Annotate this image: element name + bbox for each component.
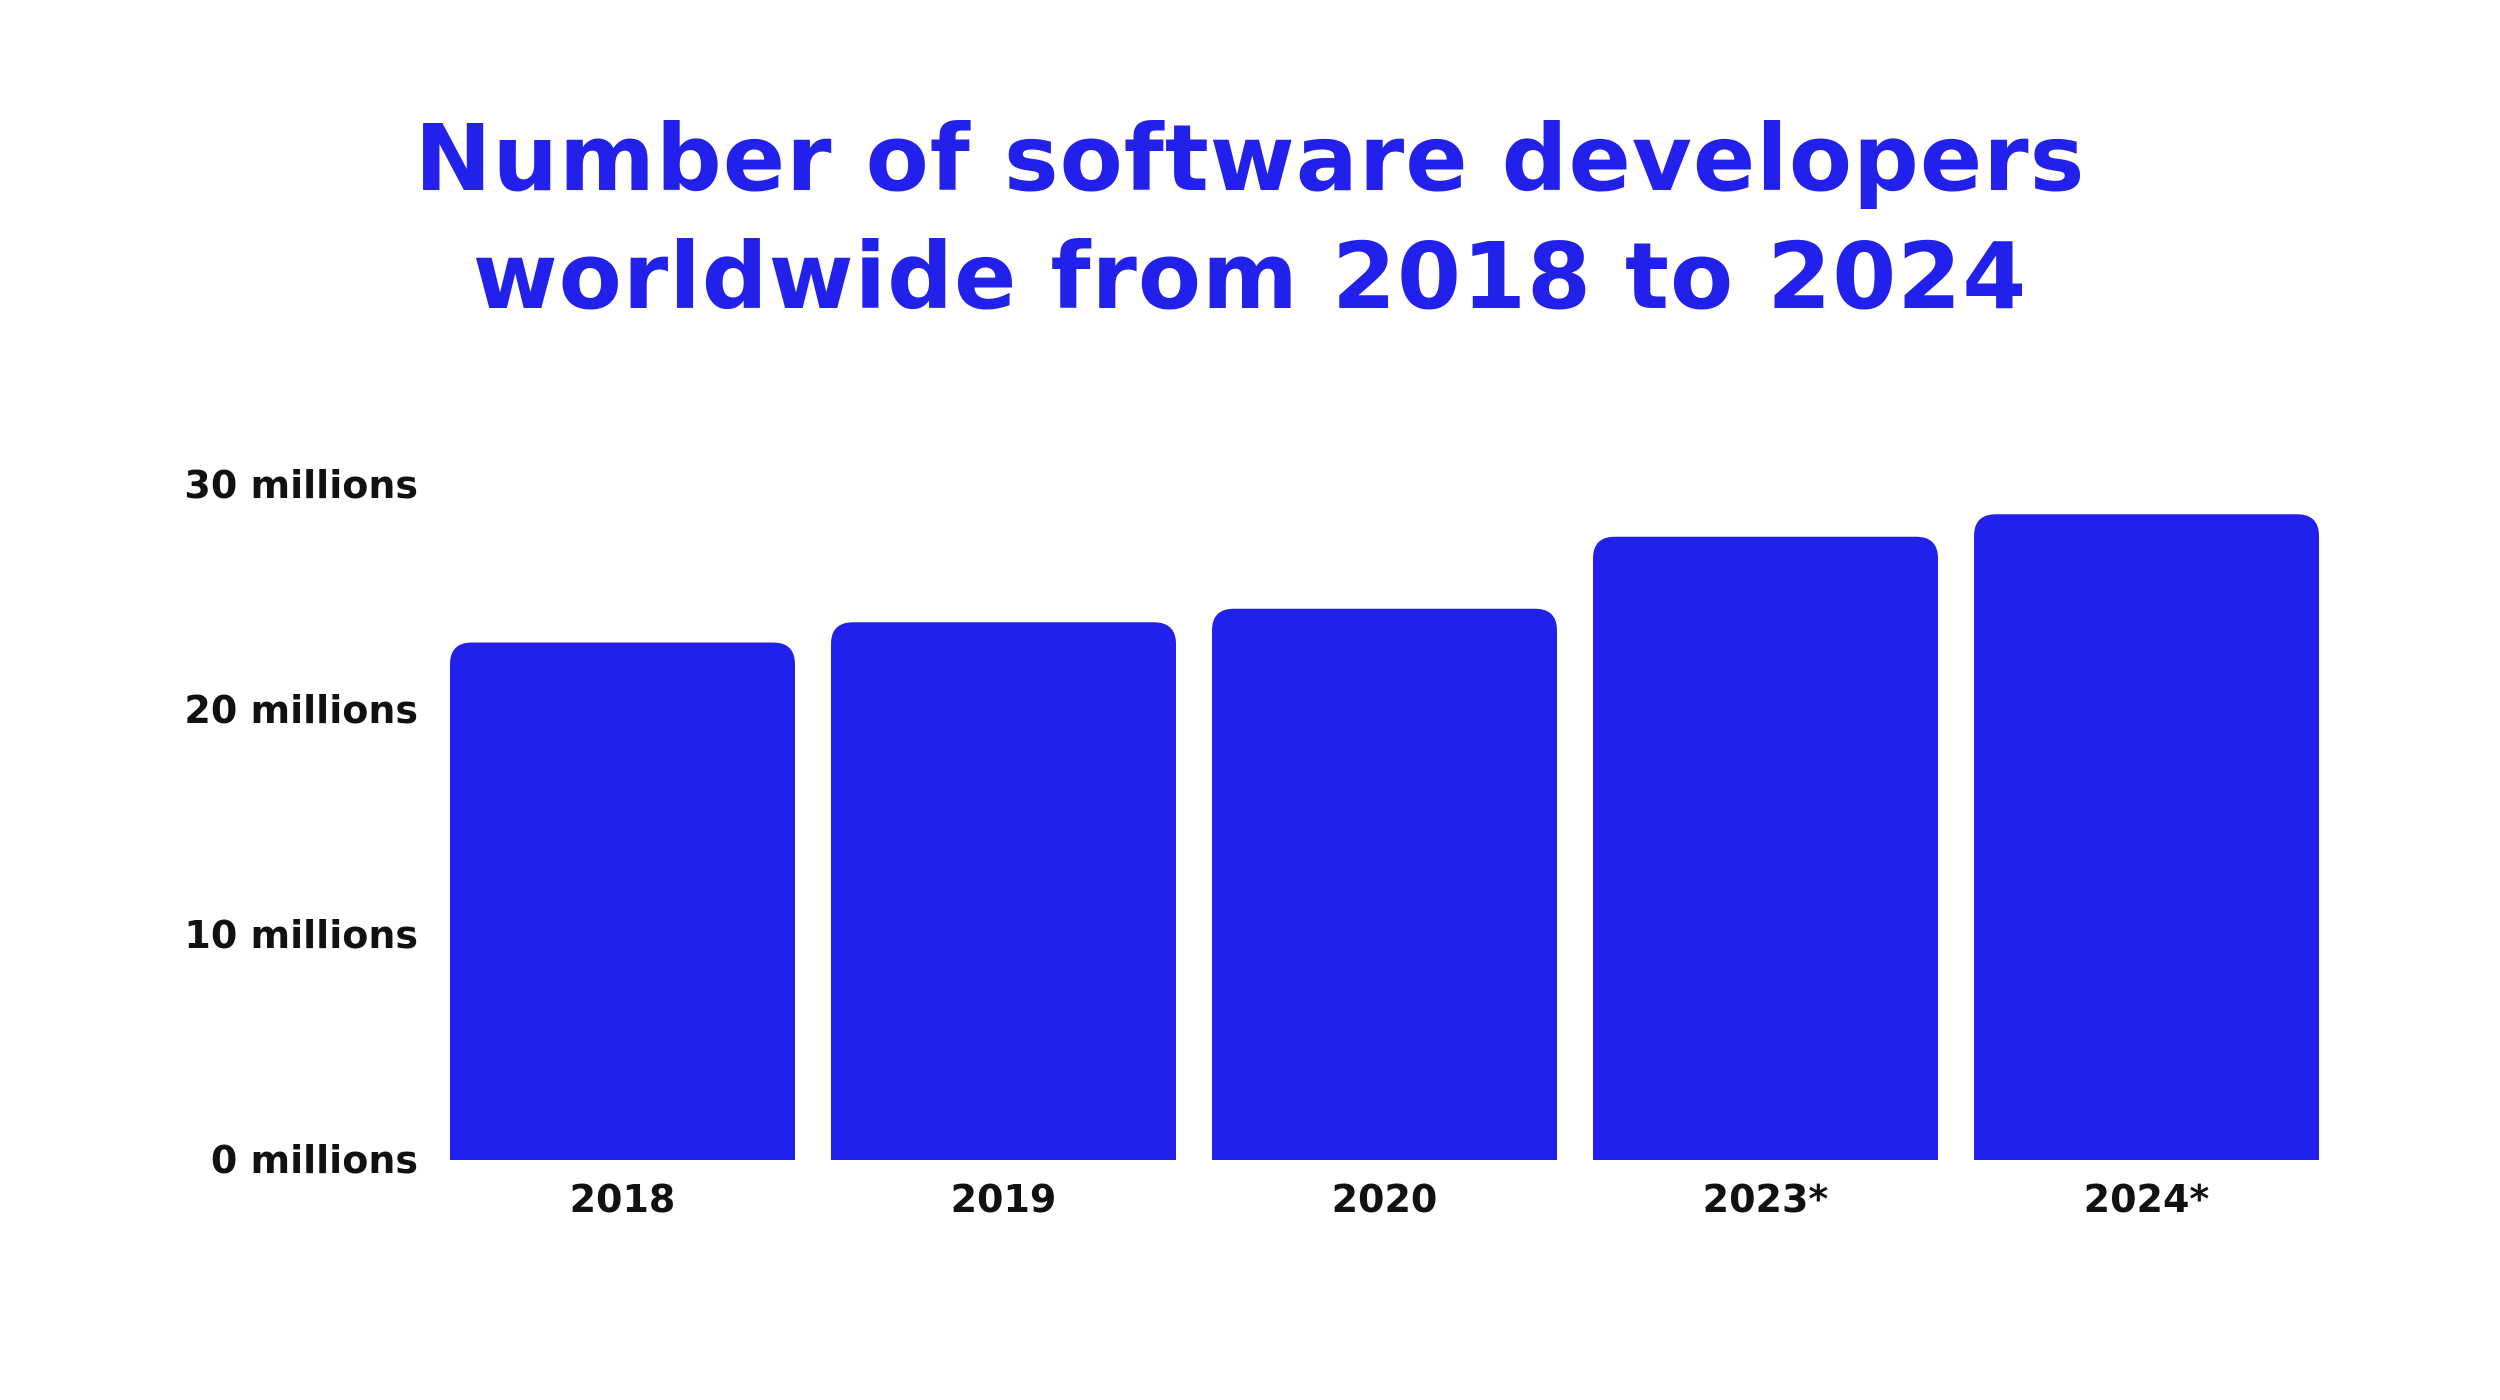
y-tick-label-3: 30 millions <box>184 463 418 507</box>
chart-title-line-2: worldwide from 2018 to 2024 <box>472 223 2028 330</box>
bar-2 <box>1212 608 1557 1160</box>
x-tick-label-2: 2020 <box>1332 1177 1438 1221</box>
y-tick-label-2: 20 millions <box>184 688 418 732</box>
bar-1 <box>831 622 1176 1160</box>
x-tick-label-3: 2023* <box>1703 1177 1829 1221</box>
y-axis-labels: 0 millions 10 millions 20 millions 30 milli… <box>184 463 418 1182</box>
y-tick-label-1: 10 millions <box>184 913 418 957</box>
x-tick-label-1: 2019 <box>951 1177 1057 1221</box>
chart-title-line-1: Number of software developers <box>414 105 2086 212</box>
bar-0 <box>450 642 795 1160</box>
x-axis-labels: 2018 2019 2020 2023* 2024* <box>570 1177 2210 1221</box>
y-tick-label-0: 0 millions <box>211 1138 418 1182</box>
bar-4 <box>1974 514 2319 1160</box>
x-tick-label-4: 2024* <box>2084 1177 2210 1221</box>
chart-title: Number of software developers worldwide … <box>0 100 2500 336</box>
bars <box>450 514 2319 1160</box>
x-tick-label-0: 2018 <box>570 1177 676 1221</box>
bar-3 <box>1593 536 1938 1160</box>
